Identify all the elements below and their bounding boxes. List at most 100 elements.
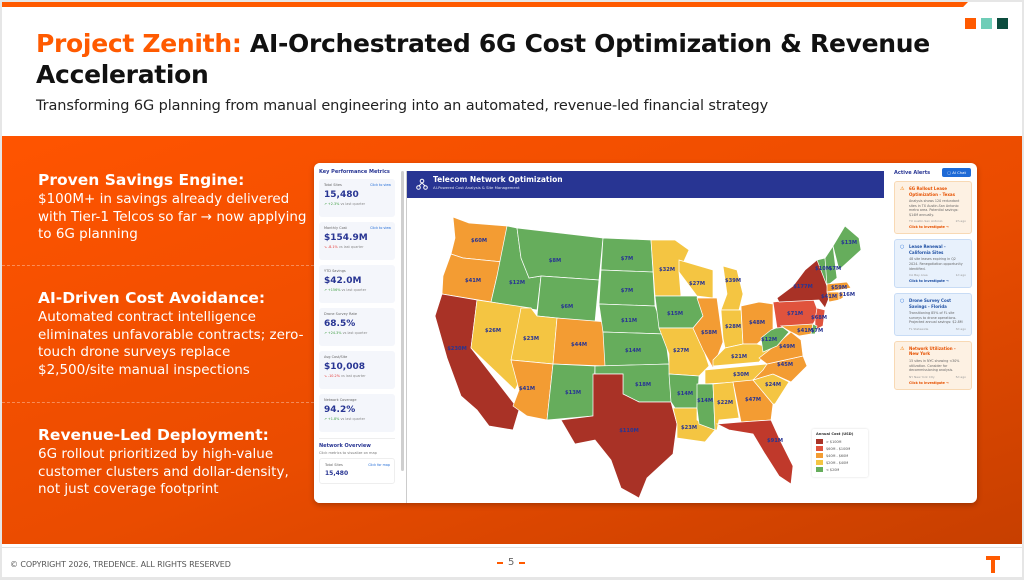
investigate-link[interactable]: Click to investigate → [909, 279, 949, 284]
state-ME [832, 225, 862, 271]
network-overview-hint: Click metrics to visualize on map [319, 451, 377, 455]
point-heading: Revenue-Led Deployment: [38, 426, 269, 444]
alert-time: 3d ago [955, 326, 966, 331]
kpi-delta: ↗ +1.8% vs last quarter [324, 417, 390, 421]
point-body: 6G rollout prioritized by high-value cus… [38, 446, 289, 497]
map-title: Telecom Network Optimization [433, 175, 563, 184]
kpi-value: $42.0M [324, 276, 362, 286]
page-number-value: 5 [508, 557, 515, 568]
label-IA: $15M [667, 311, 683, 317]
state-ND [600, 237, 654, 273]
label-CT: $41M [821, 294, 837, 300]
network-overview-title: Network Overview [319, 438, 395, 449]
legend-swatch [816, 439, 823, 444]
page-subtitle: Transforming 6G planning from manual eng… [36, 98, 769, 114]
legend-row: > $100M [816, 438, 864, 445]
alert-meta: TX Austin-San Antonio 2h ago [900, 219, 966, 223]
label-NE: $11M [621, 318, 637, 324]
delta-value: ↘ -8.1% [324, 245, 338, 249]
page-dash [497, 561, 503, 564]
state-MD [779, 323, 814, 337]
alert-time: 1d ago [955, 273, 966, 278]
kpi-link[interactable]: Click to view [370, 226, 391, 230]
label-NH: $7M [829, 266, 841, 272]
kpi-card-monthly-cost[interactable]: Monthly Cost Click to view $154.9M ↘ -8.… [319, 222, 395, 260]
label-MD: $41M [797, 328, 813, 334]
kpi-card-drone-survey-rate[interactable]: Drone Survey Rate 68.5% ↗ +24.3% vs last… [319, 308, 395, 346]
page-dash [519, 561, 526, 564]
map-panel: Telecom Network Optimization AI-Powered … [406, 171, 884, 503]
chat-icon: ▢ [947, 170, 953, 175]
map-subtitle: AI-Powered Cost Analysis & Site Manageme… [433, 185, 520, 190]
label-OR: $41M [465, 278, 481, 284]
state-WY [536, 275, 600, 323]
title-accent: Project Zenith: [36, 29, 242, 58]
alert-card[interactable]: ○ Lease Renewal - California Sites 48 si… [894, 239, 972, 289]
alert-card[interactable]: ⚠ 6G Rollout Lease Optimization - Texas … [894, 181, 972, 235]
investigate-link[interactable]: Click to investigate → [909, 225, 949, 230]
ai-chat-button[interactable]: ▢ AI Chat [942, 168, 971, 177]
kpi-scrollbar[interactable] [401, 171, 404, 471]
us-cost-map[interactable]: $60M $41M $230M $12M $26M $8M $6M $23M $… [407, 198, 885, 503]
legend-swatch [816, 460, 823, 465]
map-legend: Annual Cost (USD) > $100M $60M - $100M $… [812, 429, 868, 477]
warning-icon: ⚠ [900, 345, 905, 352]
legend-swatch [816, 453, 823, 458]
legend-swatch [816, 467, 823, 472]
label-VT: $10M [815, 266, 831, 272]
kpi-value: 15,480 [324, 190, 359, 200]
alert-body: Analysis shows 120 redundant sites in TX… [909, 199, 960, 217]
point-revenue-deployment: Revenue-Led Deployment: 6G rollout prior… [38, 425, 308, 499]
kpi-card-network-coverage[interactable]: Network Coverage 94.2% ↗ +1.8% vs last q… [319, 394, 395, 432]
label-ID: $12M [509, 280, 525, 286]
state-IL [692, 297, 724, 369]
kpi-delta: ↗ +2.3% vs last quarter [324, 202, 390, 206]
kpi-label: Drone Survey Rate [324, 312, 357, 316]
divider [2, 265, 314, 266]
delta-value: ↗ +24.3% [324, 331, 342, 335]
kpi-value: 15,480 [325, 470, 349, 477]
kpi-card-avg-cost-site[interactable]: Avg Cost/Site $10,008 ↘ -10.2% vs last q… [319, 351, 395, 389]
alert-body: Transitioning 85% of FL site surveys to … [909, 311, 963, 325]
investigate-link[interactable]: Click to investigate → [909, 380, 949, 385]
point-cost-avoidance: AI-Driven Cost Avoidance: Automated cont… [38, 288, 308, 379]
label-OK: $18M [635, 382, 651, 388]
state-DE [810, 323, 818, 335]
legend-label: $60M - $100M [826, 446, 851, 451]
label-TX: $110M [619, 428, 639, 434]
label-IN: $28M [725, 324, 741, 330]
kpi-delta: ↗ +24.3% vs last quarter [324, 331, 390, 335]
kpi-sidebar: Key Performance Metrics Total Sites Clic… [314, 163, 400, 503]
label-AR: $14M [677, 391, 693, 397]
label-WA: $60M [471, 238, 487, 244]
kpi-label: Avg Cost/Site [324, 355, 348, 359]
kpi-link[interactable]: Click for map [368, 463, 390, 467]
kpi-card-total-sites[interactable]: Total Sites Click to view 15,480 ↗ +2.3%… [319, 179, 395, 217]
label-LA: $23M [681, 425, 697, 431]
alert-title: Network Utilization - New York [909, 345, 956, 357]
kpi-label: Total Sites [325, 463, 343, 467]
point-heading: AI-Driven Cost Avoidance: [38, 289, 266, 307]
label-WY: $6M [561, 304, 573, 310]
state-MT [516, 227, 604, 281]
kpi-link[interactable]: Click to view [370, 183, 391, 187]
delta-suffix: vs last quarter [341, 288, 367, 292]
label-MT: $8M [549, 258, 561, 264]
title-rest: AI-Orchestrated 6G Cost Optimization & R… [36, 29, 930, 89]
label-WV: $12M [761, 337, 777, 343]
label-MN: $32M [659, 267, 675, 273]
kpi-delta: ↗ +156% vs last quarter [324, 288, 390, 292]
state-MS [696, 383, 716, 431]
point-body: $100M+ in savings already delivered with… [38, 191, 307, 242]
delta-suffix: vs last quarter [338, 245, 364, 249]
alert-card[interactable]: ⚠ Network Utilization - New York 15 site… [894, 340, 972, 390]
alerts-panel: Active Alerts ▢ AI Chat ⚠ 6G Rollout Lea… [889, 163, 977, 503]
delta-suffix: vs last quarter [340, 417, 366, 421]
delta-suffix: vs last quarter [341, 374, 366, 378]
label-CO: $44M [571, 342, 587, 348]
kpi-value: $154.9M [324, 233, 368, 243]
network-total-sites-card[interactable]: Total Sites Click for map 15,480 [319, 458, 395, 484]
kpi-card-ytd-savings[interactable]: YTD Savings $42.0M ↗ +156% vs last quart… [319, 265, 395, 303]
alert-meta: CA Bay Area 1d ago [900, 273, 966, 277]
alert-card[interactable]: ○ Drone Survey Cost Savings - Florida Tr… [894, 293, 972, 336]
